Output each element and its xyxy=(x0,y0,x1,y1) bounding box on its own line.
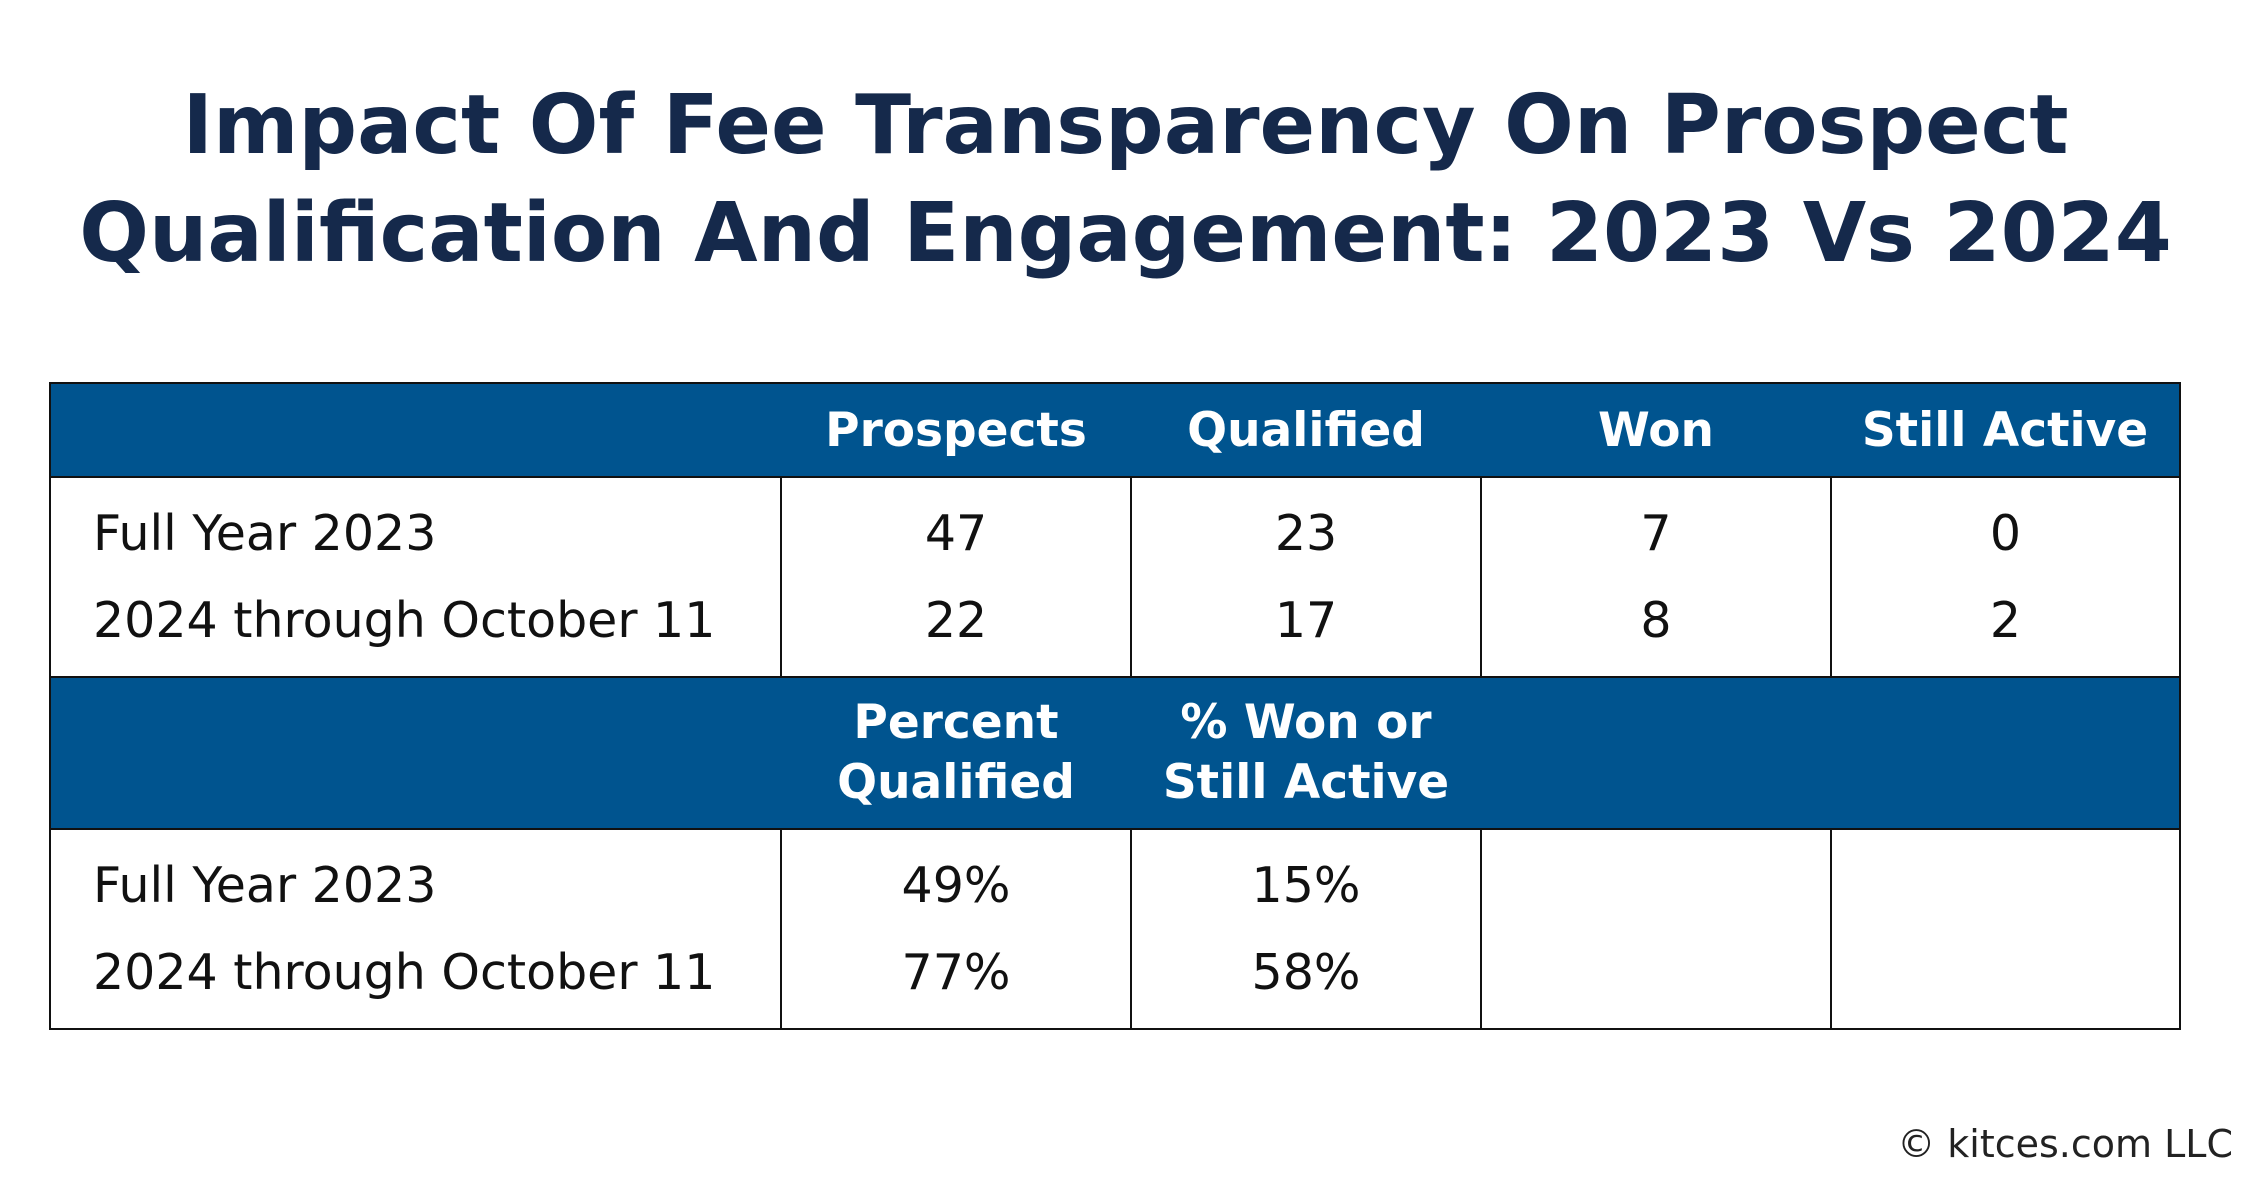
table-row: Full Year 2023 49% 15% xyxy=(49,829,2181,929)
header-line: Percent xyxy=(853,695,1059,750)
table-cell: 2 xyxy=(1830,577,2181,678)
row-label: 2024 through October 11 xyxy=(49,577,782,678)
table-cell: 58% xyxy=(1130,929,1482,1030)
table-cell xyxy=(1830,829,2181,929)
table-cell: 17 xyxy=(1130,577,1482,678)
table-cell xyxy=(1830,929,2181,1030)
table-cell: 22 xyxy=(780,577,1132,678)
header-cell-won: Won xyxy=(1481,382,1831,478)
row-label: 2024 through October 11 xyxy=(49,929,782,1030)
table-cell xyxy=(1480,929,1832,1030)
header-cell-prospects: Prospects xyxy=(781,382,1131,478)
header-cell-won-or-active: % Won or Still Active xyxy=(1131,676,1481,830)
header-cell-qualified: Qualified xyxy=(1131,382,1481,478)
table-cell: 47 xyxy=(780,477,1132,577)
table-cell xyxy=(1480,829,1832,929)
table-cell: 15% xyxy=(1130,829,1482,929)
table-row: 2024 through October 11 77% 58% xyxy=(49,929,2181,1030)
table-cell: 8 xyxy=(1480,577,1832,678)
table-cell: 0 xyxy=(1830,477,2181,577)
table-row: Full Year 2023 47 23 7 0 xyxy=(49,477,2181,577)
chart-title-line-2: Qualification And Engagement: 2023 Vs 20… xyxy=(79,186,2172,281)
copyright-credit: © kitces.com LLC xyxy=(1897,1122,2233,1166)
header-cell-empty xyxy=(1481,676,1831,830)
header-cell-empty xyxy=(49,676,781,830)
table-cell: 49% xyxy=(780,829,1132,929)
table-cell: 7 xyxy=(1480,477,1832,577)
header-cell-still-active: Still Active xyxy=(1831,382,2181,478)
row-label: Full Year 2023 xyxy=(49,477,782,577)
table-header-row: Prospects Qualified Won Still Active xyxy=(49,382,2181,478)
table-row: 2024 through October 11 22 17 8 2 xyxy=(49,577,2181,678)
data-table: Prospects Qualified Won Still Active Ful… xyxy=(49,382,2181,1030)
header-line: Still Active xyxy=(1162,755,1450,810)
header-cell-percent-qualified: Percent Qualified xyxy=(781,676,1131,830)
row-label: Full Year 2023 xyxy=(49,829,782,929)
table-cell: 77% xyxy=(780,929,1132,1030)
table-header-row: Percent Qualified % Won or Still Active xyxy=(49,676,2181,830)
header-line: % Won or xyxy=(1180,695,1432,750)
chart-title-line-1: Impact Of Fee Transparency On Prospect xyxy=(182,78,2069,173)
header-line: Qualified xyxy=(837,755,1075,810)
chart-title: Impact Of Fee Transparency On Prospect Q… xyxy=(0,72,2251,288)
header-cell-empty xyxy=(1831,676,2181,830)
table-cell: 23 xyxy=(1130,477,1482,577)
header-cell-empty xyxy=(49,382,781,478)
